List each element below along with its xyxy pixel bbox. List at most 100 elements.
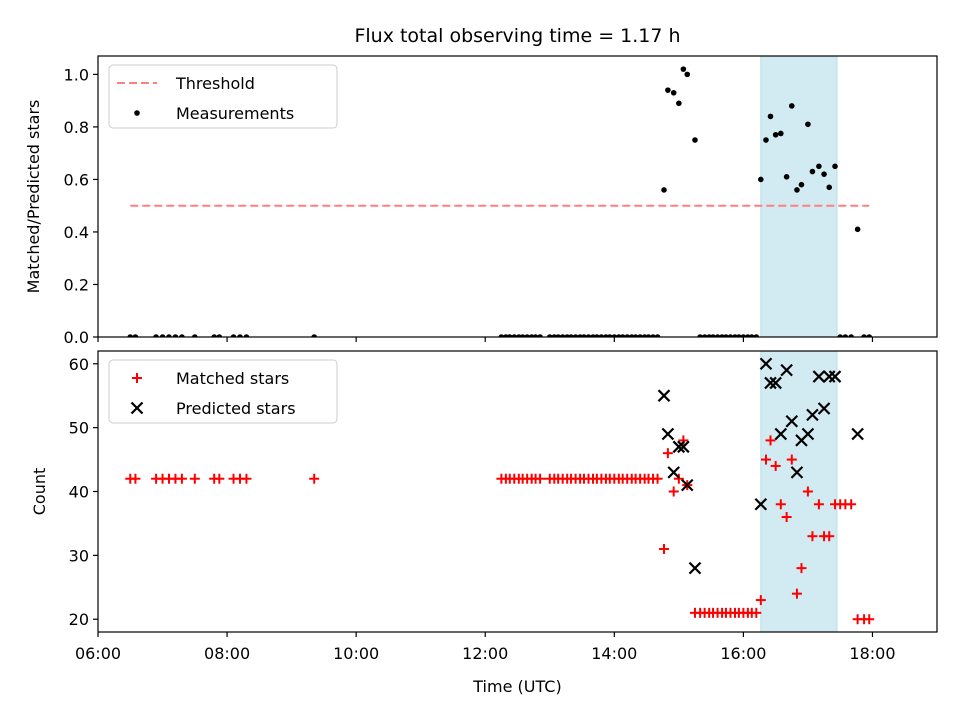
- bottom-matched-point: [796, 563, 807, 574]
- top-measurement-point: [763, 137, 769, 143]
- top-measurement-point: [767, 113, 774, 120]
- top-measurement-point: [211, 334, 217, 337]
- top-measurement-point: [243, 334, 250, 337]
- top-measurement-point: [159, 334, 166, 337]
- x-b: [828, 370, 842, 383]
- bottom-y-tick-label: 60: [69, 355, 89, 374]
- bottom-matched-point: [765, 435, 776, 446]
- bottom-legend-plus-swatch: [132, 373, 142, 383]
- bottom-matched-point: [813, 499, 824, 510]
- top-measurement-point: [816, 163, 822, 170]
- top-measurement-point: [788, 103, 795, 109]
- top-measurement-point: [585, 334, 592, 337]
- top-measurement-point: [727, 334, 734, 337]
- x-b: [790, 466, 804, 479]
- x-b: [672, 440, 686, 454]
- top-measurement-point: [710, 334, 716, 337]
- bottom-matched-point: [668, 486, 679, 497]
- bottom-predicted-point: [759, 357, 773, 371]
- bottom-matched-point: [802, 486, 813, 497]
- bottom-predicted-point: [828, 370, 842, 383]
- top-y-tick-label: 0.6: [64, 170, 89, 189]
- top-measurement-point: [714, 334, 721, 337]
- bottom-predicted-point: [657, 389, 671, 402]
- bottom-matched-point: [760, 454, 771, 465]
- bottom-predicted-point: [769, 376, 782, 390]
- bottom-predicted-point: [790, 466, 804, 479]
- top-measurement-point: [676, 100, 682, 107]
- top-measurement-point: [753, 334, 760, 337]
- top-measurement-point: [230, 334, 237, 337]
- top-measurement-point: [783, 174, 790, 180]
- top-plot-area: [127, 66, 873, 337]
- x-tick-label: 16:00: [720, 644, 766, 663]
- top-measurement-point: [861, 334, 867, 337]
- x-tick-label: 12:00: [462, 644, 508, 663]
- top-measurement-point: [546, 334, 553, 337]
- bottom-predicted-point: [661, 427, 675, 441]
- top-measurement-point: [611, 334, 618, 337]
- x-b: [785, 414, 799, 428]
- top-measurement-point: [153, 334, 159, 337]
- bottom-matched-point: [786, 454, 797, 465]
- top-measurement-point: [192, 334, 198, 337]
- top-measurement-point: [697, 334, 703, 337]
- x-b: [754, 497, 768, 511]
- x-b: [801, 427, 815, 441]
- top-measurement-point: [740, 334, 747, 337]
- top-measurement-point: [555, 334, 561, 337]
- top-measurement-point: [650, 334, 656, 337]
- x-b: [667, 466, 680, 479]
- top-measurement-point: [778, 130, 784, 137]
- top-measurement-point: [537, 334, 543, 337]
- top-measurement-point: [624, 334, 631, 337]
- top-measurement-point: [794, 187, 800, 193]
- bottom-predicted-point: [817, 402, 831, 415]
- bottom-matched-point: [807, 531, 818, 542]
- x-b: [851, 427, 864, 441]
- top-measurement-point: [559, 334, 566, 337]
- top-measurement-point: [826, 184, 833, 191]
- x-b: [677, 440, 690, 454]
- top-measurement-point: [837, 334, 843, 337]
- top-measurement-point: [832, 163, 838, 170]
- bottom-y-axis-label: Count: [30, 468, 49, 516]
- top-measurement-point: [498, 334, 505, 337]
- bottom-predicted-point: [851, 427, 864, 441]
- top-measurement-point: [519, 334, 526, 337]
- bottom-predicted-point: [667, 466, 680, 479]
- x-b: [780, 363, 793, 377]
- top-measurement-point: [632, 334, 639, 337]
- top-measurement-point: [506, 334, 513, 337]
- bottom-predicted-point: [764, 376, 777, 390]
- top-measurement-point: [216, 334, 223, 337]
- bottom-y-tick-label: 40: [69, 483, 89, 502]
- x-b: [661, 427, 675, 441]
- bottom-y-tick-label: 30: [69, 546, 89, 565]
- top-measurement-point: [606, 334, 613, 337]
- bottom-legend: Matched stars Predicted stars: [108, 359, 338, 424]
- bottom-matched-point: [130, 473, 141, 484]
- x-b: [657, 389, 671, 402]
- bottom-matched-point: [241, 473, 252, 484]
- x-b: [130, 401, 144, 415]
- top-y-tick-label: 0.4: [64, 223, 89, 242]
- top-measurement-point: [854, 226, 861, 233]
- top-measurement-point: [772, 131, 779, 138]
- x-b: [769, 376, 782, 390]
- top-measurement-point: [692, 137, 698, 143]
- top-legend-label: Measurements: [176, 104, 294, 123]
- bottom-matched-point: [864, 614, 875, 625]
- top-y-tick-label: 0.2: [64, 275, 89, 294]
- bottom-y-tick-label: 20: [69, 610, 89, 629]
- x-tick-label: 06:00: [75, 644, 121, 663]
- top-measurement-point: [598, 334, 605, 337]
- top-measurement-point: [645, 334, 652, 337]
- x-b: [764, 376, 777, 390]
- top-measurement-point: [524, 334, 530, 337]
- top-measurement-point: [701, 334, 708, 337]
- top-y-axis-label: Matched/Predicted stars: [24, 100, 43, 294]
- top-measurement-point: [594, 334, 600, 337]
- top-measurement-point: [237, 334, 243, 337]
